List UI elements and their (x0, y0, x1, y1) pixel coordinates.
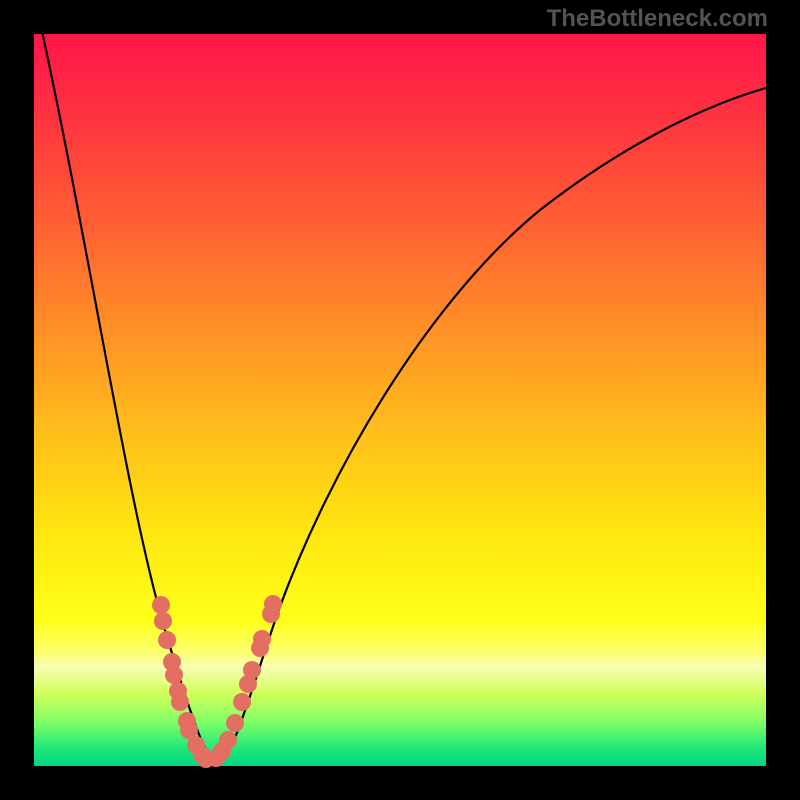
marker-dot (226, 714, 244, 732)
marker-dot (253, 630, 271, 648)
watermark-text: TheBottleneck.com (547, 5, 768, 33)
marker-dot (158, 631, 176, 649)
marker-dot (165, 666, 183, 684)
marker-dot (219, 731, 237, 749)
marker-dot (154, 612, 172, 630)
marker-dot (171, 693, 189, 711)
marker-dot (152, 596, 170, 614)
chart-root (0, 0, 800, 800)
marker-dot (233, 693, 251, 711)
plot-area-gradient (34, 34, 766, 766)
marker-dot (264, 595, 282, 613)
marker-dot (243, 661, 261, 679)
